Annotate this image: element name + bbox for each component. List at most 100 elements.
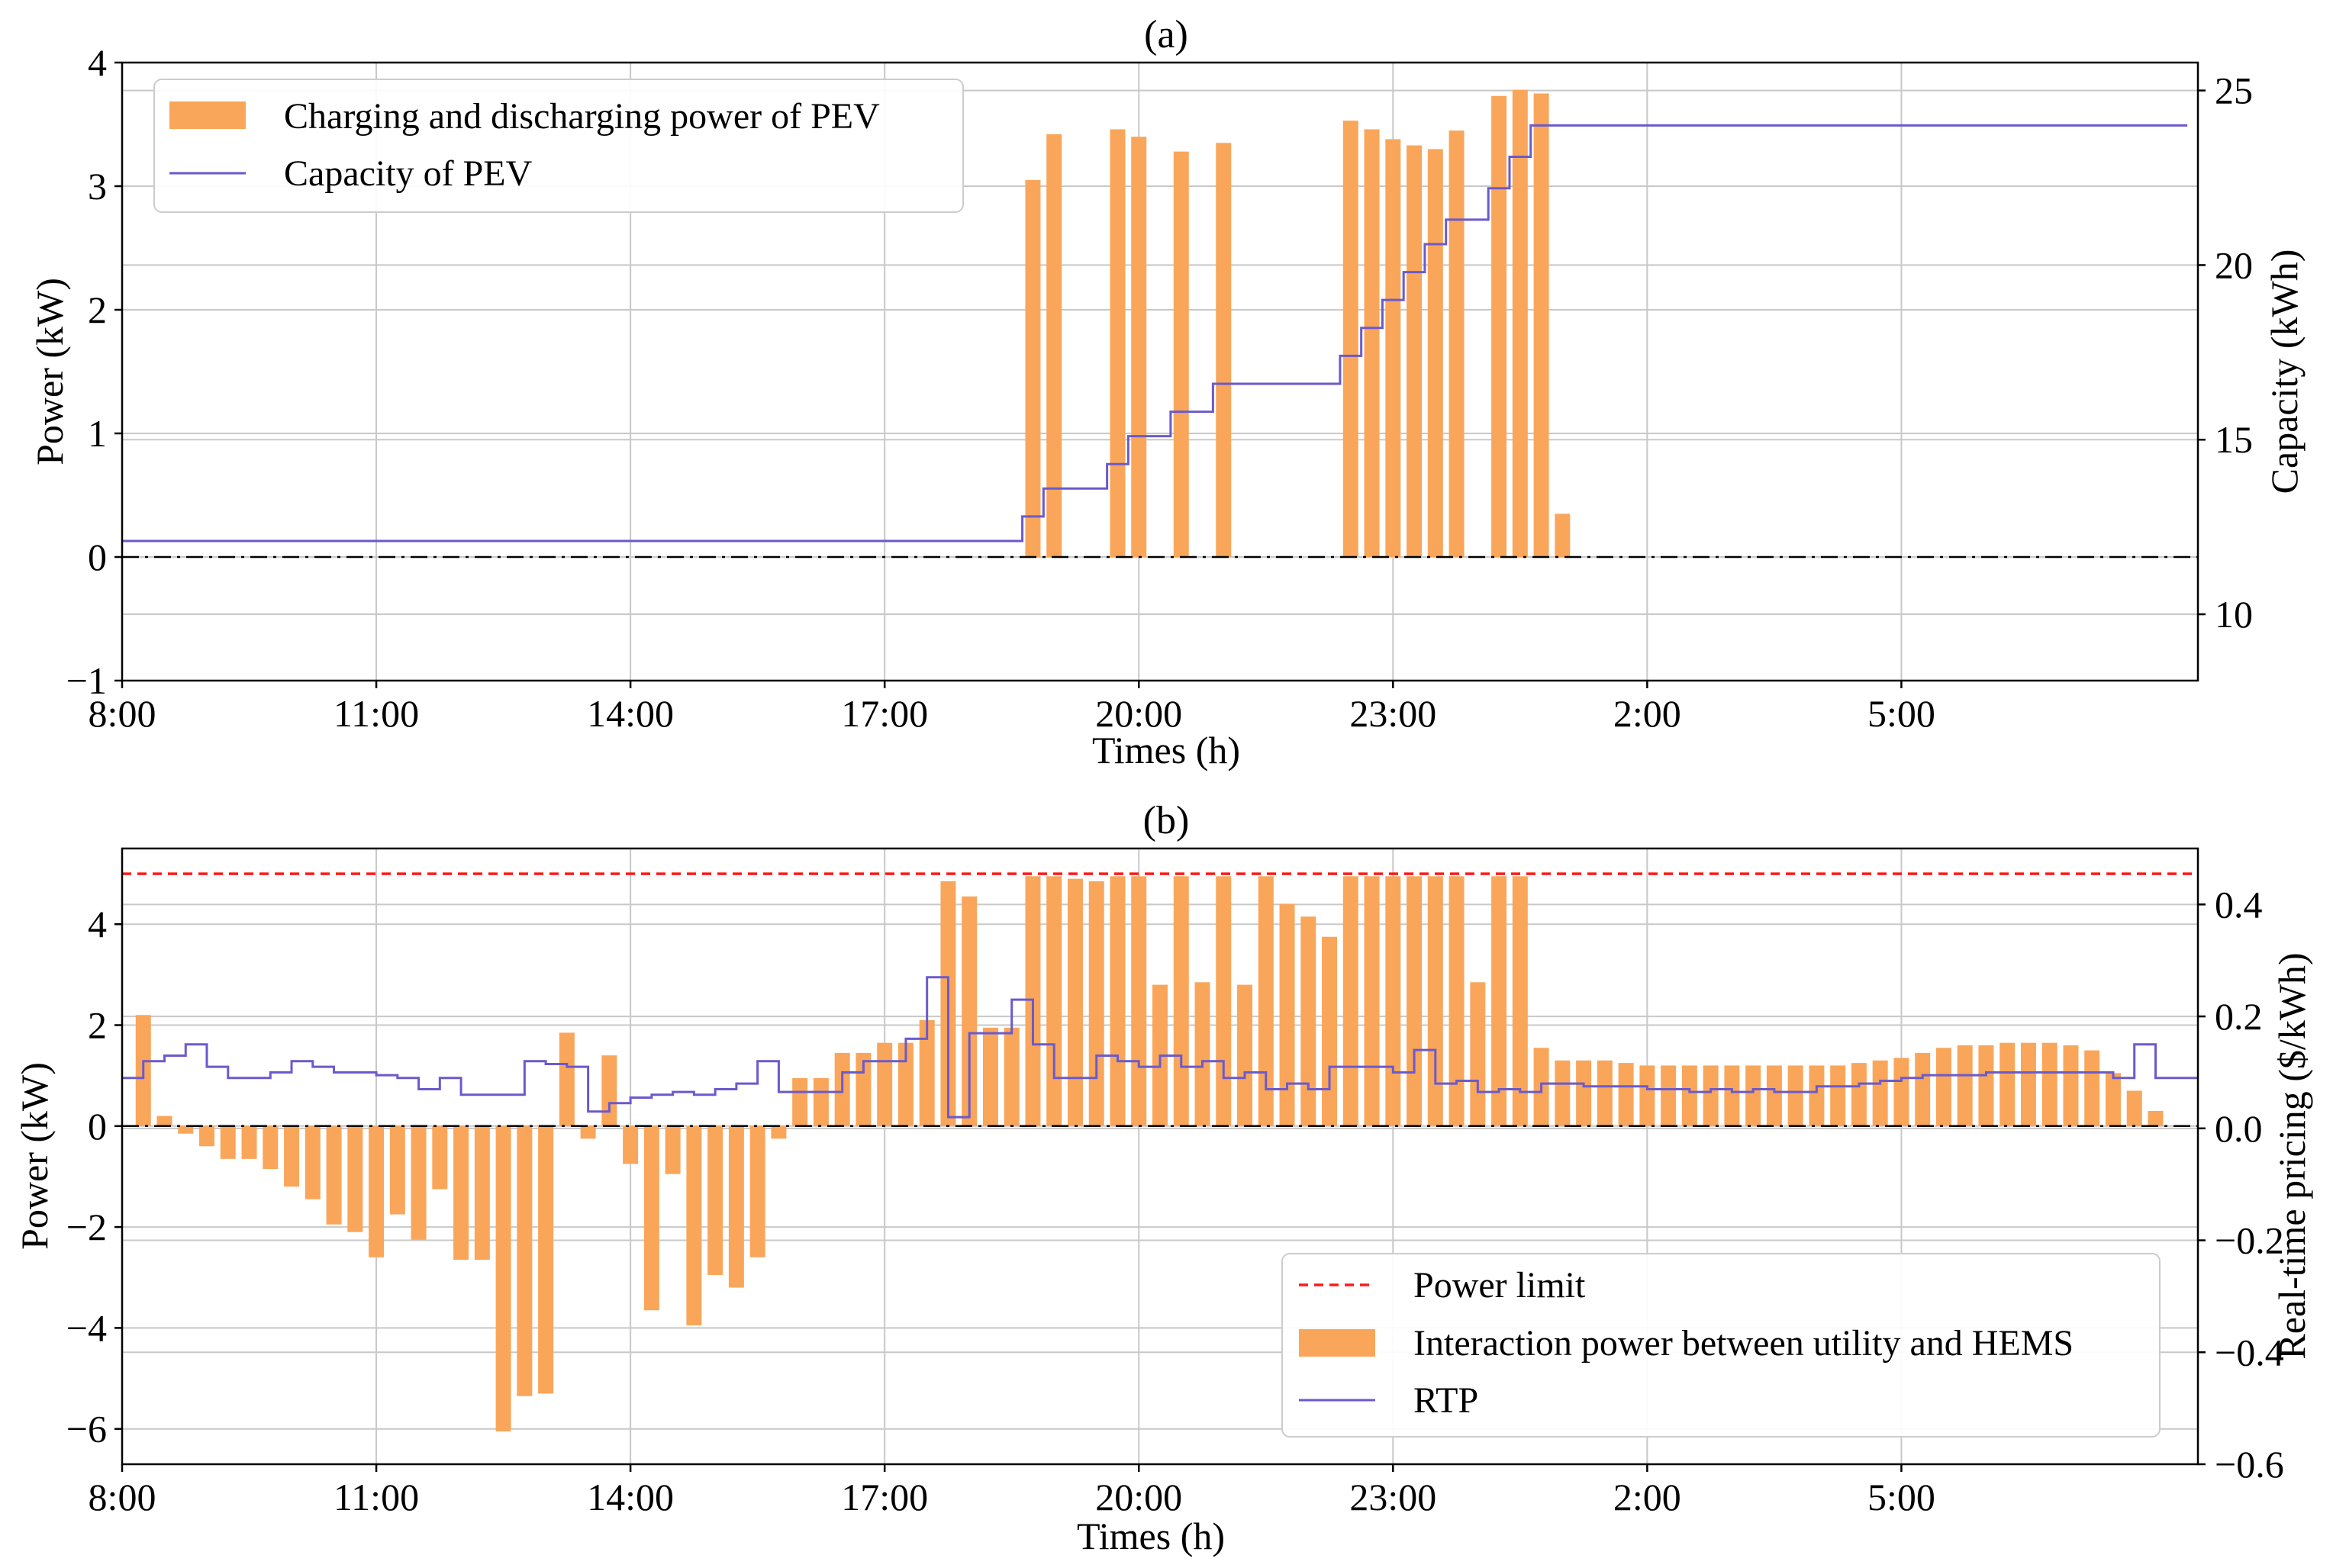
chart-b-y-right-ticks: −0.6 −0.4 −0.2 0.0 0.2 0.4 <box>2198 883 2284 1486</box>
bar <box>2041 1042 2057 1126</box>
y-tick-label: 3 <box>88 165 107 208</box>
bar <box>1407 145 1423 558</box>
bar <box>2148 1110 2164 1126</box>
bar <box>1046 134 1062 557</box>
bar <box>1364 129 1380 558</box>
bar <box>1724 1065 1740 1126</box>
chart-b-rtp-line <box>122 976 2198 1119</box>
bar <box>1830 1065 1846 1126</box>
bar <box>813 1077 829 1126</box>
bar <box>1872 1060 1888 1126</box>
y-right-tick-label: 0.0 <box>2215 1107 2263 1150</box>
y-tick-label: 2 <box>88 1004 107 1047</box>
bar <box>1533 93 1549 557</box>
legend-bar-swatch <box>1299 1329 1375 1357</box>
y-right-tick-label: 25 <box>2215 69 2253 112</box>
series-line <box>122 124 2188 543</box>
bar <box>1427 876 1443 1126</box>
bar <box>2084 1050 2100 1126</box>
y-right-tick-label: 0.2 <box>2215 995 2263 1038</box>
bar <box>178 1125 194 1134</box>
chart-a-legend-box <box>153 79 964 213</box>
bar <box>1745 1065 1761 1126</box>
chart-a-capacity-line <box>122 124 2188 543</box>
bar <box>1681 1065 1697 1126</box>
bar <box>1809 1065 1825 1126</box>
x-tick-label: 11:00 <box>334 692 419 735</box>
x-tick-label: 17:00 <box>841 1476 928 1518</box>
x-tick-label: 23:00 <box>1349 692 1436 735</box>
bar <box>1110 129 1126 558</box>
bar <box>1787 1065 1803 1126</box>
bar <box>1110 876 1126 1126</box>
bar <box>1216 143 1232 558</box>
bar <box>1407 876 1423 1126</box>
bar <box>1067 878 1083 1126</box>
x-tick-label: 14:00 <box>587 692 674 735</box>
y-tick-label: 0 <box>88 536 107 578</box>
x-tick-label: 2:00 <box>1613 692 1681 735</box>
x-tick-label: 5:00 <box>1867 1476 1935 1518</box>
chart-b-x-ticks: 8:00 11:00 14:00 17:00 20:00 23:00 2:00 5:00 <box>89 1464 1935 1518</box>
bar <box>1851 1063 1867 1126</box>
bar <box>1088 881 1104 1126</box>
y-tick-label: 4 <box>88 903 107 945</box>
legend-bar-swatch <box>169 101 246 129</box>
bar <box>411 1125 427 1240</box>
bar <box>453 1125 469 1261</box>
y-right-tick-label: −0.4 <box>2215 1331 2284 1373</box>
bar <box>1216 876 1232 1126</box>
y-right-tick-label: −0.2 <box>2215 1219 2284 1262</box>
y-right-tick-label: 20 <box>2215 243 2253 286</box>
bar <box>1364 876 1380 1126</box>
legend-label-pev-capacity: Capacity of PEV <box>284 153 533 194</box>
y-tick-label: 1 <box>88 412 107 455</box>
bar <box>1957 1045 1973 1126</box>
bar <box>1470 982 1486 1126</box>
y-tick-label: 2 <box>88 288 107 331</box>
legend-label-pev-power: Charging and discharging power of PEV <box>284 96 880 137</box>
bar <box>1300 916 1316 1126</box>
chart-panel-a: (a) 8:00 11:00 14:00 17:00 20:00 23:00 2:00 5:0… <box>28 13 2306 771</box>
chart-b-legend: Power limit Interaction power between ut… <box>1281 1253 2161 1438</box>
bar <box>517 1125 533 1396</box>
chart-b-title: (b) <box>1143 799 1190 842</box>
bar <box>559 1032 575 1126</box>
bar <box>1385 139 1401 557</box>
bar <box>2105 1073 2121 1126</box>
bar <box>1935 1048 1951 1126</box>
y-tick-label: 4 <box>88 41 107 84</box>
bar <box>1342 876 1358 1126</box>
bar <box>1448 130 1465 558</box>
bar <box>749 1125 765 1257</box>
series-line <box>122 976 2198 1119</box>
bar <box>856 1052 872 1126</box>
bar <box>1046 876 1062 1126</box>
bar <box>1661 1065 1677 1126</box>
chart-b-legend-box <box>1281 1253 2161 1438</box>
chart-b-x-label: Times (h) <box>1077 1515 1225 1557</box>
bar <box>1597 1060 1613 1126</box>
x-tick-label: 20:00 <box>1095 692 1182 735</box>
bar <box>241 1125 257 1159</box>
bar <box>1025 179 1041 557</box>
bar <box>156 1116 172 1126</box>
bar <box>1618 1063 1634 1126</box>
x-tick-label: 8:00 <box>89 1476 156 1518</box>
x-tick-label: 5:00 <box>1867 692 1935 735</box>
bar <box>962 896 978 1126</box>
x-tick-label: 23:00 <box>1349 1476 1436 1518</box>
bar <box>601 1055 617 1126</box>
bar <box>707 1125 723 1275</box>
bar <box>1258 876 1274 1126</box>
bar <box>1342 121 1358 557</box>
bar <box>919 1019 935 1126</box>
bar <box>2126 1090 2142 1126</box>
bar <box>326 1125 342 1225</box>
x-tick-label: 11:00 <box>334 1476 419 1518</box>
bar <box>432 1125 448 1190</box>
bar <box>1131 876 1147 1126</box>
bar <box>1978 1045 1994 1126</box>
bar <box>2063 1045 2079 1126</box>
bar <box>495 1125 511 1432</box>
